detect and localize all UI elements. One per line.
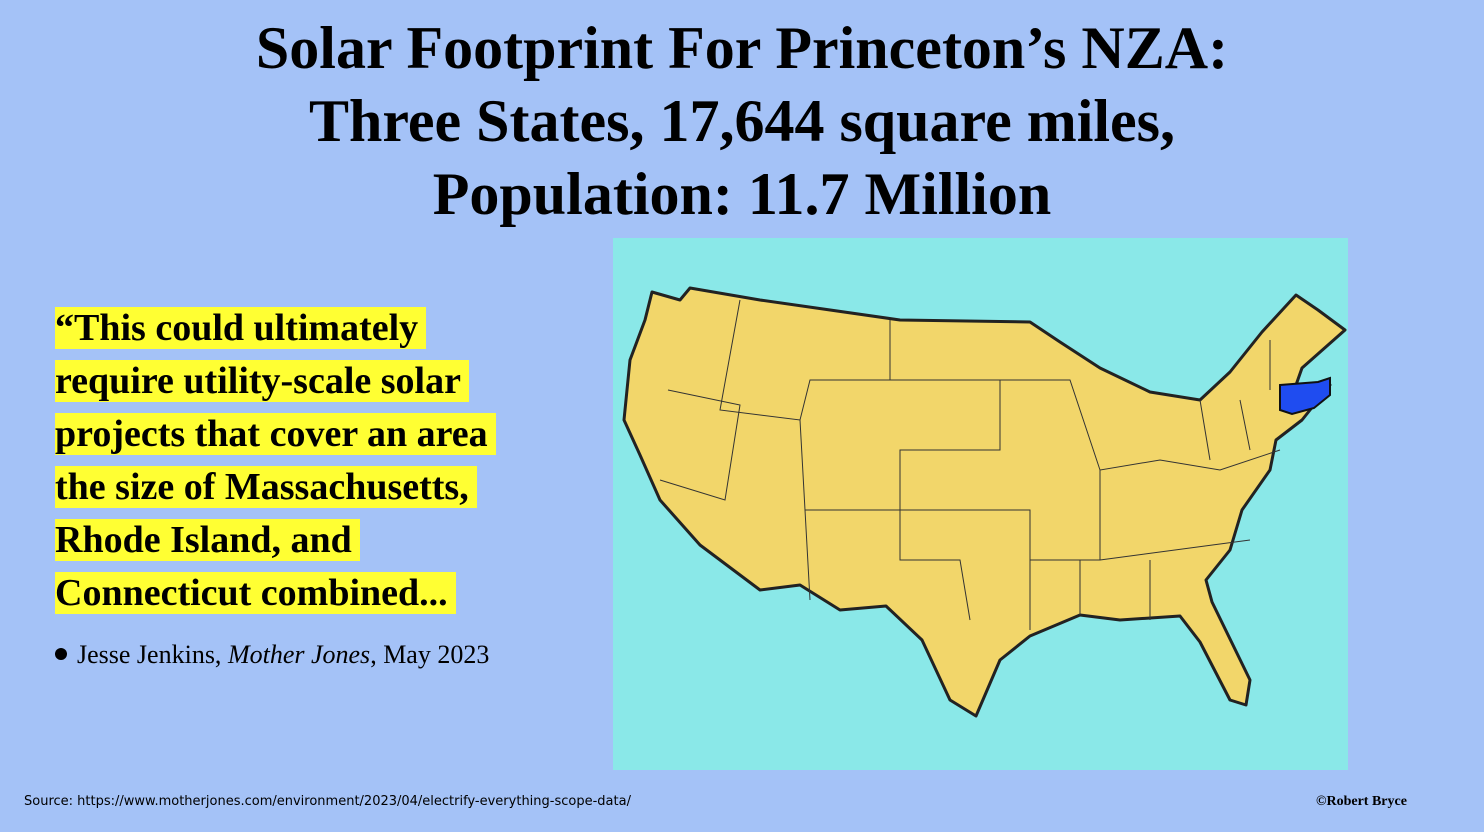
- quote-line: the size of Massachusetts,: [55, 466, 477, 508]
- author: Jesse Jenkins,: [77, 640, 222, 669]
- attribution: Jesse Jenkins, Mother Jones, May 2023: [55, 640, 489, 670]
- title-line: Population: 11.7 Million: [432, 161, 1052, 227]
- state-borders: [659, 299, 1281, 630]
- title-line: Three States, 17,644 square miles,: [308, 88, 1176, 154]
- us-outline: [622, 286, 1347, 718]
- quote-line: require utility-scale solar: [55, 360, 469, 402]
- us-map: [613, 238, 1348, 770]
- quote-line: Rhode Island, and: [55, 519, 360, 561]
- date: , May 2023: [370, 640, 490, 669]
- quote-line: Connecticut combined...: [55, 572, 456, 614]
- quote-line: projects that cover an area: [55, 413, 496, 455]
- highlighted-states: [1279, 376, 1331, 416]
- source: Source: https://www.motherjones.com/envi…: [24, 794, 631, 809]
- quote-line: “This could ultimately: [55, 307, 427, 349]
- publication: Mother Jones: [227, 640, 371, 669]
- title: Solar Footprint For Princeton’s NZA: Thr…: [0, 12, 1484, 231]
- quote: “This could ultimately require utility-s…: [55, 302, 496, 620]
- title-line: Solar Footprint For Princeton’s NZA:: [255, 15, 1229, 81]
- copyright: ©Robert Bryce: [1316, 794, 1407, 809]
- bullet: [55, 648, 67, 660]
